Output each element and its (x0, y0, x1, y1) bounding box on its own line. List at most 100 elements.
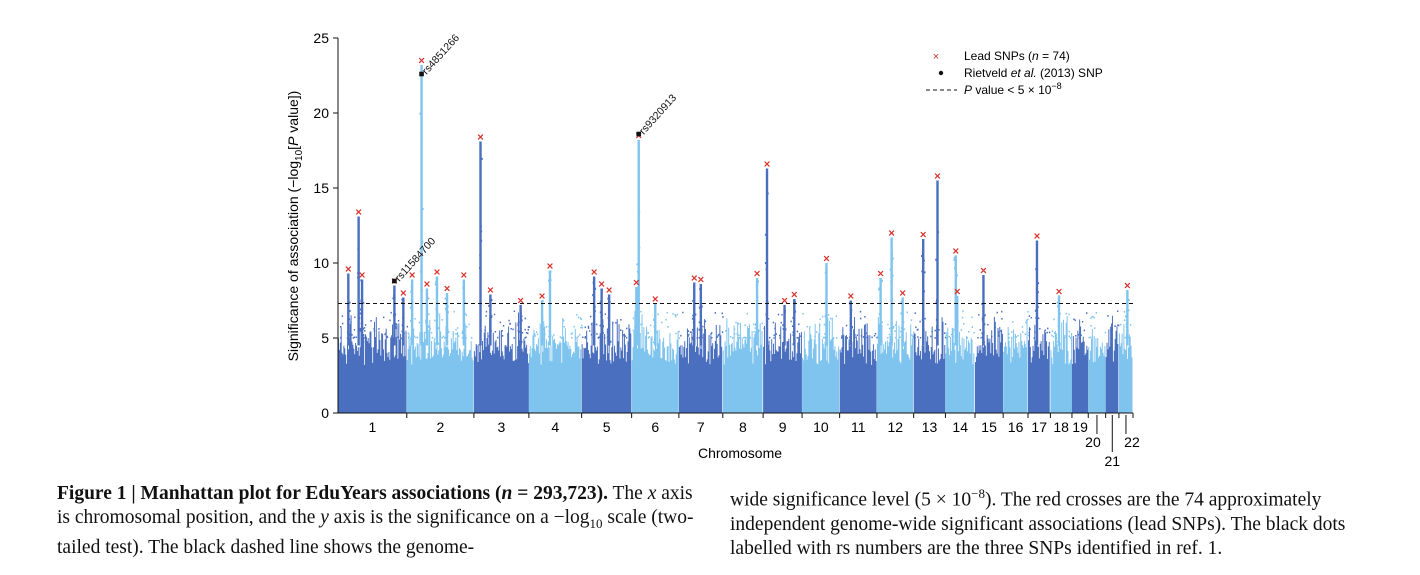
x-tick-label: 22 (1124, 434, 1140, 450)
lead-snp-cross (934, 173, 941, 179)
peak-dots (1125, 299, 1130, 343)
x-tick-label: 19 (1072, 419, 1088, 435)
y-tick-label: 25 (313, 30, 329, 46)
peak-dots (392, 294, 397, 341)
y-label-part-1: Significance of association (−log (285, 161, 301, 361)
chromosome-dots-2 (406, 313, 474, 413)
x-tick-label: 5 (603, 419, 611, 435)
lead-snp-cross (764, 161, 770, 167)
cross-mark (888, 230, 895, 236)
peak-column (935, 180, 940, 346)
cross-mark (691, 275, 698, 281)
cross-mark (517, 297, 524, 304)
legend-cross-marker: × (933, 51, 939, 63)
chromosome-dots-11 (839, 316, 877, 413)
x-tick-label: 20 (1085, 434, 1101, 450)
x-tick-label: 16 (1008, 419, 1024, 435)
peak-dots (547, 270, 552, 345)
chromosome-dots-8 (722, 318, 763, 413)
peak-dots (461, 286, 467, 341)
cross-mark (434, 269, 440, 275)
chromosome-band-20 (1088, 312, 1107, 413)
lead-snp-cross (477, 134, 484, 140)
peak-dots (592, 281, 597, 345)
lead-snp-cross (598, 281, 605, 287)
peak-dots (900, 301, 905, 347)
lead-snp-cross (791, 291, 798, 298)
chromosome-band-5 (581, 309, 632, 413)
peak-column (547, 270, 552, 346)
peak-column (599, 288, 604, 346)
lead-snp-cross (691, 275, 698, 281)
lead-snp-cross (487, 287, 494, 293)
peak-dots (691, 299, 697, 341)
lead-snp-cross (652, 296, 659, 302)
chromosome-dots-19 (1071, 319, 1089, 413)
legend: × Lead SNPs (n = 74) Rietveld et al. (20… (926, 49, 1103, 97)
chromosome-dots-10 (802, 317, 840, 413)
lead-snp-cross (1056, 288, 1062, 295)
x-tick-label: 17 (1031, 419, 1047, 435)
cross-mark (424, 281, 430, 287)
peak-dots (955, 308, 959, 340)
cross-mark (477, 134, 484, 140)
peak-dots (698, 287, 703, 332)
cross-mark (547, 263, 553, 269)
x-axis-label: Chromosome (698, 445, 782, 461)
legend-rietveld: Rietveld et al. (2013) SNP (964, 66, 1103, 80)
peak-dots (346, 278, 351, 336)
peak-dots (444, 297, 450, 334)
lead-snp-cross (418, 57, 425, 64)
labelled-snp-dot (419, 71, 424, 77)
lead-snp-cross (952, 248, 959, 254)
lead-snp-cross (754, 270, 760, 277)
x-tick-label: 12 (888, 419, 904, 435)
lead-snp-cross (920, 231, 927, 238)
lead-snp-cross (980, 267, 987, 274)
peak-column (392, 285, 397, 346)
chromosome-scatter-12 (877, 311, 915, 339)
peak-dots (606, 297, 612, 343)
chromosome-band-8 (722, 312, 763, 413)
chromosome-dots-13 (913, 317, 946, 413)
chromosome-band-13 (913, 312, 947, 413)
lead-snp-cross (899, 290, 906, 296)
lead-snp-cross (424, 281, 430, 287)
cross-mark (487, 287, 494, 293)
lead-snp-cross (823, 255, 830, 262)
caption-title: Figure 1 | Manhattan plot for EduYears a… (57, 483, 608, 504)
cross-mark (899, 290, 906, 296)
peak-column (346, 273, 351, 346)
chromosome-band-21 (1105, 310, 1120, 413)
chromosome-dots-9 (763, 319, 802, 413)
peak-column (900, 297, 905, 347)
x-tick-label: 4 (551, 419, 559, 435)
peak-dots (541, 300, 544, 344)
cross-mark (444, 285, 450, 292)
cross-mark (633, 279, 640, 286)
cross-mark (652, 296, 659, 302)
lead-snp-cross (1124, 282, 1131, 289)
lead-snp-cross (400, 290, 407, 296)
peak-column (434, 276, 440, 346)
x-tick-label: 2 (436, 419, 444, 435)
peak-column (848, 300, 853, 346)
lead-snp-cross (359, 272, 365, 278)
peak-column (878, 278, 883, 346)
chromosome-scatter-19 (1073, 312, 1088, 339)
x-tick-label: 3 (497, 419, 505, 435)
lead-snp-cross (633, 279, 640, 286)
chromosome-band-17 (1028, 315, 1051, 413)
x-tick-label: 8 (739, 419, 747, 435)
cross-mark (980, 267, 987, 274)
cross-mark (848, 293, 854, 299)
cross-mark (1034, 233, 1040, 239)
chromosome-dots-16 (1003, 320, 1028, 413)
peak-dots (754, 280, 760, 342)
peak-column (1125, 290, 1130, 346)
peak-dots (425, 293, 430, 328)
peak-column (634, 287, 639, 346)
chromosome-band-10 (802, 313, 840, 413)
x-tick-label: 7 (697, 419, 705, 435)
chromosome-dots-6 (631, 310, 679, 413)
